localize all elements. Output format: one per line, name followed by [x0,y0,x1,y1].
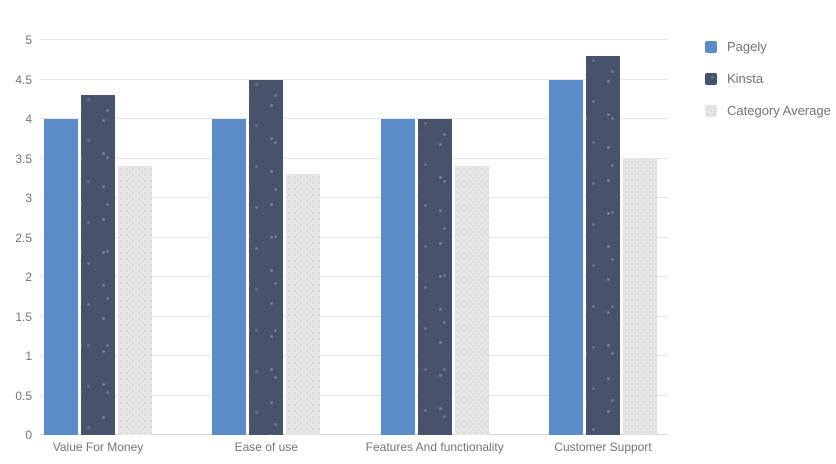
bar-kinsta-features-and-functionality[interactable] [417,119,452,435]
x-axis-label-features-and-functionality: Features And functionality [365,440,504,454]
y-tick-label-5: 5 [25,33,32,47]
legend-swatch-category-average [705,104,717,117]
x-axis-label-ease-of-use: Ease of use [234,440,298,454]
y-tick-label-2: 2 [25,270,32,284]
bar-group-value-for-money [44,95,152,435]
bar-pagely-features-and-functionality[interactable] [380,119,415,435]
gridline-1-5 [40,315,668,317]
x-axis-baseline [40,434,668,435]
bar-pagely-customer-support[interactable] [549,79,583,435]
bar-category-average-customer-support[interactable] [623,158,657,435]
y-tick-label-3: 3 [25,191,32,205]
bar-group-customer-support [549,55,657,435]
legend-label-kinsta: Kinsta [727,71,764,86]
gridline-3-5 [40,157,668,159]
y-tick-label-1: 1 [25,349,32,363]
bar-group-features-and-functionality [380,119,489,435]
gridline-5 [40,39,668,40]
legend-item-pagely: Pagely [705,39,831,54]
bar-kinsta-ease-of-use[interactable] [249,79,284,435]
gridline-3 [40,197,668,198]
gridline-4 [40,118,668,119]
legend-swatch-kinsta [705,72,717,85]
y-tick-label-0-5: 0.5 [15,388,32,403]
y-tick-label-4: 4 [25,112,32,126]
bar-kinsta-value-for-money[interactable] [81,95,115,435]
gridline-0-5 [40,394,668,396]
legend: Pagely Kinsta Category Average [705,39,831,135]
bar-category-average-features-and-functionality[interactable] [454,166,489,435]
bar-pagely-ease-of-use[interactable] [212,119,247,435]
x-axis-label-value-for-money: Value For Money [52,440,144,454]
bar-pagely-value-for-money[interactable] [44,119,78,435]
legend-item-kinsta: Kinsta [705,71,831,86]
y-tick-label-0: 0 [25,428,32,442]
y-tick-label-1-5: 1.5 [15,309,32,324]
bar-group-ease-of-use [212,79,321,435]
x-axis-label-customer-support: Customer Support [554,440,652,454]
legend-swatch-pagely [705,40,717,53]
y-tick-label-4-5: 4.5 [15,72,32,87]
legend-label-pagely: Pagely [727,39,767,54]
bar-kinsta-customer-support[interactable] [586,55,620,435]
bar-category-average-value-for-money[interactable] [118,166,152,435]
y-tick-label-3-5: 3.5 [15,151,32,166]
legend-item-category-average: Category Average [705,103,831,118]
gridline-1 [40,355,668,356]
y-tick-label-2-5: 2.5 [15,230,32,245]
gridline-4-5 [40,78,668,80]
legend-label-category-average: Category Average [727,103,831,118]
gridline-2-5 [40,236,668,238]
bar-category-average-ease-of-use[interactable] [286,174,321,435]
gridline-2 [40,276,668,277]
plot-area [40,39,668,435]
y-axis: 0 0.5 1 1.5 2 2.5 3 3.5 4 4.5 5 [0,0,36,464]
